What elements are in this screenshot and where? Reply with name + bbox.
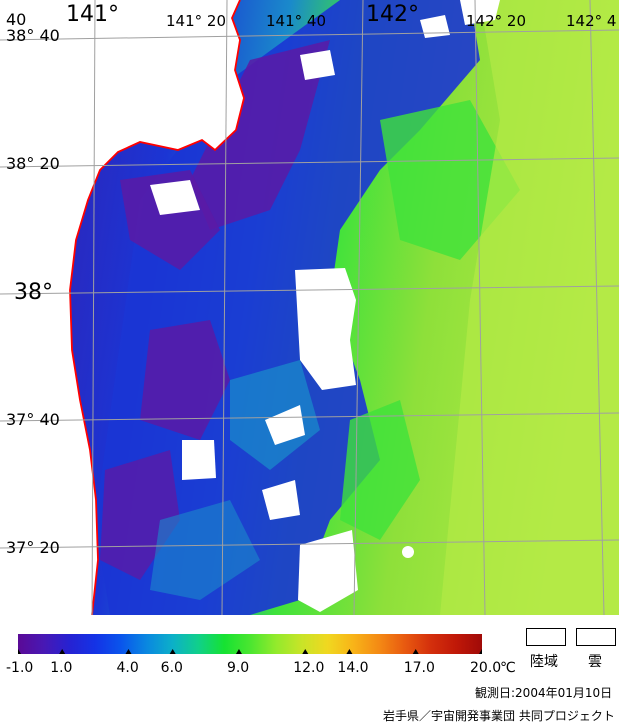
lon-label-142-4: 142° 4 [566, 12, 617, 30]
lon-label-141-40: 141° 40 [266, 12, 326, 30]
lat-label-38: 38° [14, 280, 53, 305]
land-area [0, 0, 244, 615]
cloud-legend-label: 雲 [588, 654, 602, 670]
colorbar-tick-mark [302, 649, 309, 654]
colorbar-tick-mark [412, 649, 419, 654]
project-credit: 岩手県／宇宙開発事業団 共同プロジェクト [383, 709, 615, 723]
colorbar-tick-mark [346, 649, 353, 654]
lat-label-extra: 40 [6, 10, 27, 29]
colorbar-tick-mark [235, 649, 242, 654]
colorbar-tick-mark [479, 649, 482, 654]
colorbar-tick-label: 20.0 [470, 660, 502, 676]
coastline [69, 0, 245, 615]
lon-label-142-20: 142° 20 [466, 12, 526, 30]
colorbar-tick-mark [59, 649, 66, 654]
colorbar-tick-label: 9.0 [226, 660, 250, 676]
colorbar [18, 634, 482, 654]
cloud-legend-swatch [576, 628, 616, 646]
observation-date: 観測日:2004年01月10日 [475, 686, 613, 700]
colorbar-tick-label: 14.0 [337, 660, 369, 676]
colorbar-unit: ℃ [500, 660, 516, 676]
colorbar-gradient [18, 634, 482, 654]
lon-label-141: 141° [66, 2, 119, 27]
lat-label-38-20: 38° 20 [6, 154, 60, 173]
colorbar-tick-mark [18, 649, 21, 654]
colorbar-tick-label: -1.0 [6, 660, 34, 676]
colorbar-tick-label: 17.0 [403, 660, 435, 676]
lon-label-141-20: 141° 20 [166, 12, 226, 30]
colorbar-tick-label: 1.0 [50, 660, 73, 676]
graticule [0, 0, 619, 615]
colorbar-tick-mark [125, 649, 132, 654]
colorbar-tick-label: 4.0 [116, 660, 139, 676]
cloud-patches [150, 0, 500, 612]
colorbar-tick-label: 12.0 [293, 660, 325, 676]
lat-label-37-40: 37° 40 [6, 410, 60, 429]
land-legend-swatch [526, 628, 566, 646]
lon-label-142: 142° [366, 2, 419, 27]
colorbar-tick-mark [169, 649, 176, 654]
land-legend-label: 陸域 [530, 654, 558, 670]
lat-label-37-20: 37° 20 [6, 538, 60, 557]
lat-label-38-40: 38° 40 [6, 26, 60, 45]
sst-map [0, 0, 619, 615]
colorbar-tick-label: 6.0 [160, 660, 183, 676]
